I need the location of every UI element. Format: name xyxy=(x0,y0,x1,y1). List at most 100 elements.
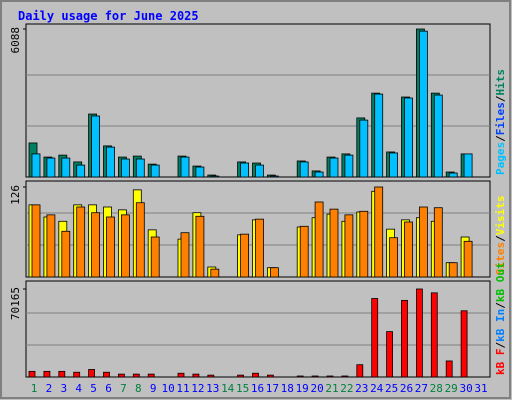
legend-separator: / xyxy=(494,135,507,142)
x-tick-label: 9 xyxy=(150,382,157,395)
bar xyxy=(374,93,384,178)
bar xyxy=(341,375,349,378)
bar xyxy=(415,288,423,378)
x-tick-label: 25 xyxy=(385,382,398,395)
x-tick-label: 27 xyxy=(415,382,428,395)
x-tick-label: 3 xyxy=(60,382,67,395)
x-tick-label: 16 xyxy=(251,382,264,395)
bar xyxy=(433,94,443,178)
bar xyxy=(389,237,399,278)
bar xyxy=(76,164,86,178)
bar xyxy=(118,373,125,378)
bar xyxy=(389,152,399,178)
bar xyxy=(418,30,428,178)
legend-entry: kB F xyxy=(494,349,507,376)
bar xyxy=(103,371,110,378)
bar xyxy=(195,215,205,278)
bar xyxy=(359,119,369,178)
x-tick-label: 11 xyxy=(176,382,189,395)
x-tick-label: 12 xyxy=(191,382,204,395)
bar xyxy=(121,214,130,278)
bar xyxy=(418,206,428,278)
bar xyxy=(344,214,354,278)
bar xyxy=(150,236,160,278)
bar xyxy=(240,233,250,278)
x-tick-label: 4 xyxy=(75,382,82,395)
bar xyxy=(46,214,56,278)
bar xyxy=(255,164,264,178)
bar xyxy=(106,146,115,178)
bar xyxy=(180,156,190,178)
bar xyxy=(269,267,279,278)
bar xyxy=(404,97,413,178)
bar xyxy=(314,171,324,178)
bar xyxy=(329,208,339,278)
x-tick-label: 7 xyxy=(120,382,127,395)
bar xyxy=(463,240,473,278)
bar xyxy=(132,373,140,378)
legend-entry: Files xyxy=(494,102,507,135)
bar xyxy=(237,374,245,378)
legend-entry: kB In xyxy=(494,309,507,342)
x-tick-label: 19 xyxy=(296,382,309,395)
bar xyxy=(135,202,145,278)
x-tick-label: 28 xyxy=(430,382,443,395)
legend-entry: Pages xyxy=(494,142,507,175)
legend-entry: kB Out xyxy=(494,262,507,302)
bar xyxy=(433,207,443,278)
bar xyxy=(240,162,250,178)
bar xyxy=(296,375,304,378)
legend-separator: / xyxy=(494,95,507,102)
chart-title: Daily usage for June 2025 xyxy=(18,9,199,23)
bar xyxy=(359,210,369,278)
bar xyxy=(374,186,384,278)
legend: Sites/Visits xyxy=(494,196,507,276)
x-tick-label: 30 xyxy=(459,382,472,395)
bar xyxy=(195,166,205,178)
x-tick-label: 6 xyxy=(105,382,112,395)
bar xyxy=(356,364,364,378)
bar xyxy=(61,230,71,278)
x-tick-label: 26 xyxy=(400,382,413,395)
bar xyxy=(371,298,379,378)
bar xyxy=(448,262,458,278)
bar xyxy=(314,201,324,278)
x-tick-label: 14 xyxy=(221,382,235,395)
bar xyxy=(91,212,100,278)
bar xyxy=(58,370,66,378)
x-tick-label: 29 xyxy=(445,382,458,395)
x-tick-label: 21 xyxy=(325,382,338,395)
x-tick-label: 13 xyxy=(206,382,219,395)
legend: kB F/kB In/kB Out xyxy=(494,262,507,375)
x-tick-label: 17 xyxy=(266,382,279,395)
legend-entry: Hits xyxy=(494,69,507,96)
bar xyxy=(192,373,200,378)
x-tick-label: 1 xyxy=(31,382,38,395)
legend-entry: Visits xyxy=(494,196,507,236)
bar xyxy=(401,299,408,378)
bar xyxy=(463,153,473,178)
bar xyxy=(210,175,220,178)
bar xyxy=(61,157,71,178)
bar xyxy=(73,371,81,378)
bar xyxy=(28,370,36,378)
x-tick-label: 23 xyxy=(355,382,368,395)
bar xyxy=(147,373,155,378)
bar xyxy=(344,154,354,178)
bar xyxy=(88,369,95,378)
legend-entry: Sites xyxy=(494,242,507,275)
bar xyxy=(329,157,339,178)
bar xyxy=(460,310,468,378)
bar xyxy=(448,172,458,178)
bar xyxy=(252,372,259,378)
bar xyxy=(180,232,190,278)
bar xyxy=(150,164,160,178)
legend-separator: / xyxy=(494,235,507,242)
bar xyxy=(76,206,86,278)
bar xyxy=(177,372,185,378)
bar xyxy=(43,370,51,378)
x-tick-label: 2 xyxy=(46,382,53,395)
bar xyxy=(46,157,56,178)
bar xyxy=(326,375,334,378)
x-tick-label: 18 xyxy=(281,382,294,395)
